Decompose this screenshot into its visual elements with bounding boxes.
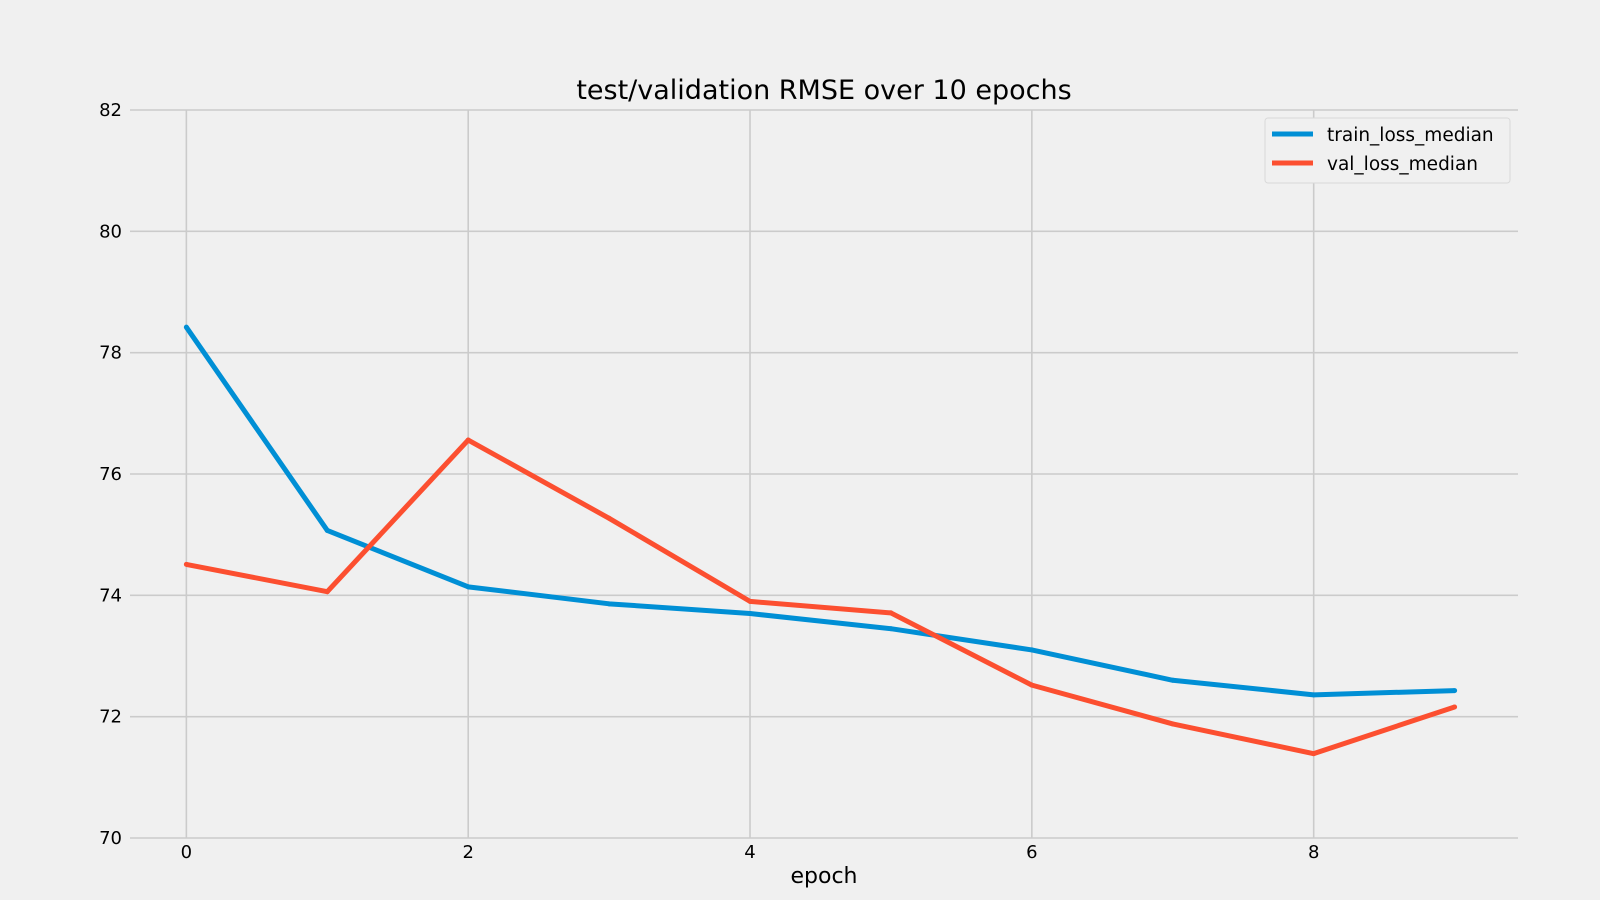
y-tick-label: 76	[99, 464, 122, 485]
y-tick-label: 72	[99, 707, 122, 728]
x-tick-label: 6	[1026, 842, 1037, 863]
data-point-val-loss-median	[1170, 721, 1176, 727]
series-line-train-loss-median	[184, 325, 1455, 698]
data-point-train-loss-median	[747, 611, 753, 617]
x-tick-label: 0	[181, 842, 192, 863]
data-point-train-loss-median	[183, 324, 189, 330]
grid	[130, 109, 1518, 839]
data-point-val-loss-median	[324, 589, 330, 595]
y-tick-label: 78	[99, 343, 122, 364]
data-point-train-loss-median	[1311, 692, 1317, 698]
data-point-val-loss-median	[1311, 751, 1317, 757]
y-tick-label: 74	[99, 585, 122, 606]
data-point-train-loss-median	[888, 626, 894, 632]
legend-label-val-loss-median: val_loss_median	[1327, 154, 1478, 175]
x-axis-label: epoch	[791, 864, 858, 889]
data-point-val-loss-median	[888, 610, 894, 616]
data-point-val-loss-median	[606, 515, 612, 521]
y-tick-label: 70	[99, 828, 122, 849]
legend-label-train-loss-median: train_loss_median	[1327, 125, 1494, 146]
data-point-val-loss-median	[465, 437, 471, 443]
data-point-train-loss-median	[606, 601, 612, 607]
data-point-train-loss-median	[465, 584, 471, 590]
x-tick-label: 2	[462, 842, 473, 863]
data-point-train-loss-median	[324, 527, 330, 533]
tick-labels: 70 72 74 76 78 80 82 0 2 4 6 8	[99, 100, 1319, 863]
data-point-val-loss-median	[1452, 704, 1458, 710]
data-point-train-loss-median	[1452, 688, 1458, 694]
data-point-train-loss-median	[1029, 647, 1035, 653]
legend: train_loss_median val_loss_median	[1264, 117, 1511, 184]
y-tick-label: 82	[99, 100, 122, 121]
legend-frame	[1264, 117, 1511, 184]
data-point-val-loss-median	[183, 561, 189, 567]
data-point-train-loss-median	[1170, 677, 1176, 683]
x-tick-label: 8	[1308, 842, 1319, 863]
series-line-val-loss-median	[185, 437, 1456, 757]
x-tick-label: 4	[744, 842, 755, 863]
data-point-val-loss-median	[1029, 682, 1035, 688]
data-point-val-loss-median	[747, 598, 753, 604]
chart-title: test/validation RMSE over 10 epochs	[576, 75, 1071, 106]
series-lines	[183, 324, 1458, 757]
y-tick-label: 80	[99, 221, 122, 242]
